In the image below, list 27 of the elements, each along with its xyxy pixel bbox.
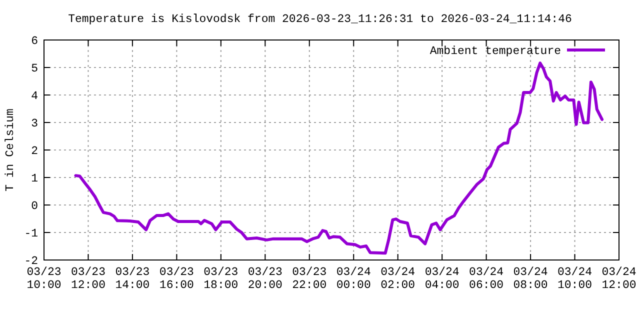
x-tick-label: 03/23 18:00 [204, 266, 238, 292]
x-tick-label: 03/24 04:00 [424, 266, 460, 292]
x-tick-label: 03/24 00:00 [336, 266, 371, 292]
x-tick-label: 03/23 22:00 [292, 266, 327, 292]
y-tick-label: -2 [24, 255, 38, 268]
x-tick-label: 03/23 14:00 [115, 266, 150, 292]
x-tick-label: 03/24 12:00 [602, 266, 636, 292]
x-tick-label: 03/23 20:00 [248, 266, 282, 292]
y-tick-label: 1 [31, 172, 38, 186]
y-tick-label: 6 [31, 35, 38, 48]
chart-title: Temperature is Kislovodsk from 2026-03-23_11:26:31 to 2026-03-24_11:14:46 [68, 13, 572, 26]
y-tick-label: -1 [24, 228, 38, 240]
y-axis-title: T in Celsium [4, 108, 17, 192]
x-tick-label: 03/24 06:00 [469, 266, 504, 292]
x-tick-label: 03/24 08:00 [513, 266, 548, 292]
x-tick-label: 03/23 16:00 [159, 266, 194, 292]
x-tick-label: 03/24 10:00 [558, 266, 592, 292]
y-tick-label: 0 [31, 200, 38, 213]
x-tick-label: 03/24 02:00 [380, 266, 416, 292]
legend-label: Ambient temperature [430, 45, 562, 58]
y-tick-label: 3 [31, 118, 38, 130]
x-tick-label: 03/23 12:00 [70, 266, 106, 292]
y-tick-label: 2 [31, 145, 38, 158]
line-series [74, 62, 604, 255]
y-tick-label: 5 [31, 62, 38, 76]
y-tick-label: 4 [31, 90, 38, 103]
x-tick-label: 03/23 10:00 [26, 266, 62, 292]
